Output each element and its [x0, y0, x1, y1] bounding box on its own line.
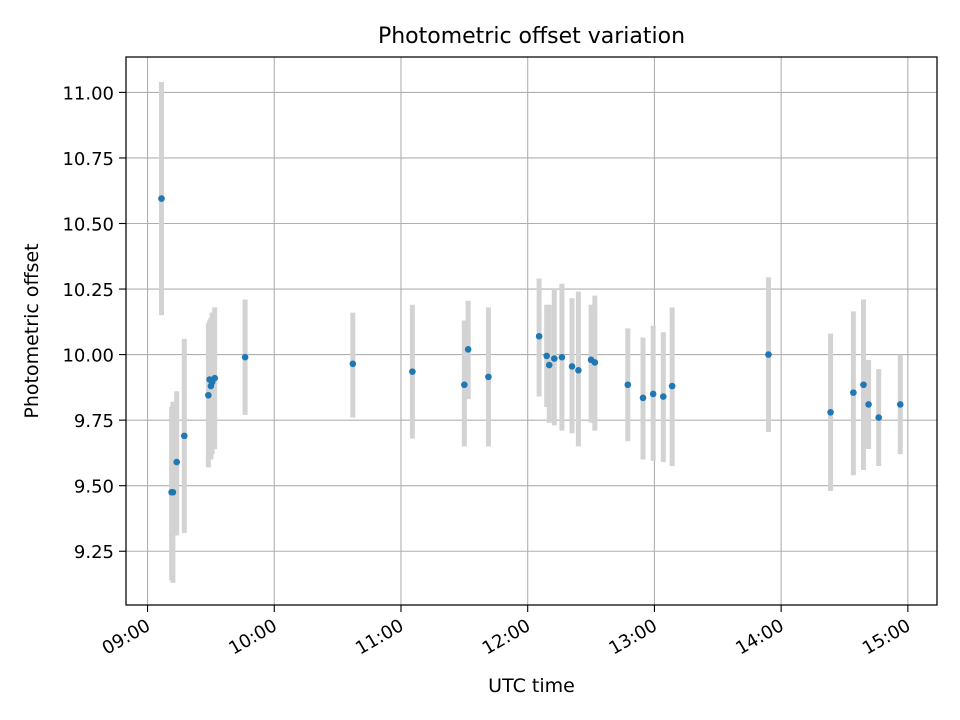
data-point — [409, 368, 416, 375]
data-point — [158, 195, 165, 202]
data-point — [624, 381, 632, 389]
data-point — [485, 373, 492, 381]
data-point — [875, 414, 883, 421]
data-point — [765, 351, 772, 358]
chart-title: Photometric offset variation — [378, 24, 685, 49]
data-point — [551, 355, 558, 362]
data-point — [169, 488, 177, 496]
y-tick-label: 10.75 — [62, 149, 114, 170]
y-tick-label: 10.25 — [62, 280, 114, 301]
data-point — [639, 394, 647, 402]
data-points — [158, 195, 904, 496]
data-point — [558, 353, 566, 361]
y-tick-label: 9.25 — [74, 542, 114, 563]
data-point — [543, 352, 551, 360]
data-point — [545, 361, 553, 369]
y-tick-label: 10.50 — [62, 214, 114, 235]
axes-frame — [125, 56, 938, 606]
y-tick-label: 11.00 — [62, 83, 114, 104]
data-point — [464, 346, 472, 353]
y-tick-label: 9.50 — [74, 477, 114, 498]
data-point — [211, 374, 219, 382]
x-axis-label: UTC time — [488, 675, 575, 697]
data-point — [649, 390, 657, 398]
data-point — [349, 360, 357, 368]
data-point — [860, 381, 867, 389]
data-point — [659, 393, 667, 400]
data-point — [896, 401, 904, 408]
y-tick-label: 9.75 — [74, 411, 114, 432]
data-point — [535, 332, 543, 340]
data-point — [850, 389, 857, 396]
y-tick-label: 10.00 — [62, 346, 114, 367]
data-point — [461, 381, 468, 389]
data-point — [568, 363, 576, 370]
data-point — [241, 353, 249, 361]
data-point — [591, 359, 599, 366]
data-point — [575, 367, 582, 374]
data-point — [205, 391, 212, 399]
data-point — [865, 401, 872, 408]
data-point — [827, 408, 834, 416]
data-point — [180, 432, 188, 440]
data-point — [668, 382, 676, 390]
data-point — [173, 458, 180, 466]
y-axis-label: Photometric offset — [21, 243, 43, 418]
